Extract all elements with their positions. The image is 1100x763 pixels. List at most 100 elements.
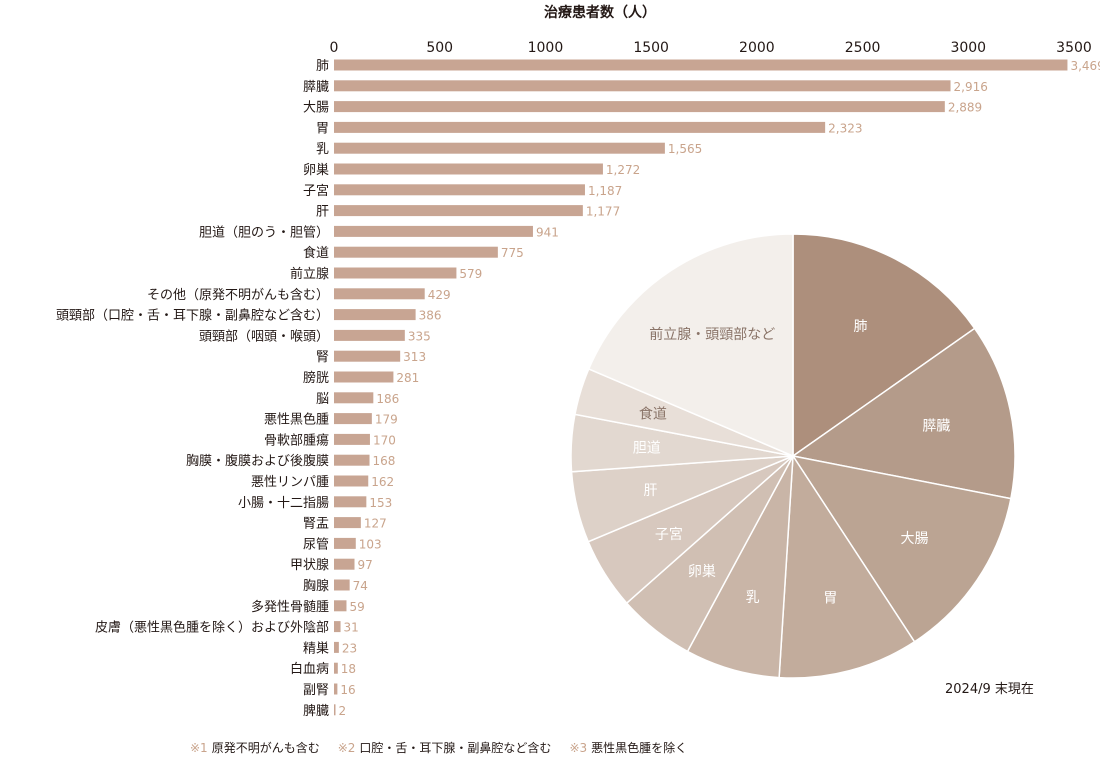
pie-slice-label: 大腸 [901,531,929,547]
footnote-text: 悪性黒色腫を除く [591,740,687,755]
category-label: 膵臓 [303,80,329,95]
pie-slice-label: 子宮 [655,527,683,543]
bar [334,621,341,633]
category-label: 白血病 [290,661,329,677]
value-label: 2,889 [948,101,982,115]
bar [334,704,336,716]
as-of-note: 2024/9 末現在 [945,682,1034,697]
bar [334,184,585,196]
category-label: 胆道（胆のう・胆管） [199,225,329,240]
category-label: 卵巣 [303,163,329,178]
x-tick-label: 1000 [528,40,564,56]
category-label: 胸膜・腹膜および後腹膜 [186,453,329,469]
bar [334,371,394,383]
category-label: 尿管 [303,537,329,552]
x-tick-label: 2000 [739,40,775,56]
category-label: 脾臓 [303,704,329,719]
bar [334,413,372,425]
category-label: 胃 [316,121,329,136]
value-label: 31 [344,621,359,635]
category-label: 頭頸部（咽頭・喉頭） [199,329,329,344]
category-label: 頭頸部（口腔・舌・耳下腺・副鼻腔など含む） [56,308,329,324]
category-label: 前立腺 [290,266,329,282]
category-label: 大腸 [303,101,329,116]
category-label: 腎盂 [303,517,329,532]
category-label: 悪性リンパ腫 [251,474,329,490]
category-label: 皮膚（悪性黒色腫を除く）および外陰部 [95,620,329,636]
bar [334,163,603,175]
value-label: 59 [349,600,364,614]
x-axis-ticks: 0 500 1000 1500 2000 2500 3000 3500 [330,40,1092,56]
x-tick-label: 1500 [633,40,669,56]
category-label: 肺 [316,59,329,74]
value-label: 941 [536,225,559,239]
value-label: 168 [373,454,396,468]
x-tick-label: 3500 [1056,40,1092,56]
bar [334,683,338,695]
value-label: 18 [341,662,356,676]
value-label: 74 [353,579,368,593]
bar [334,475,369,487]
value-label: 153 [369,496,392,510]
x-tick-label: 2500 [845,40,881,56]
value-label: 179 [375,413,398,427]
pie-slice-label: 胃 [823,591,837,607]
footnotes: ※1 原発不明がんも含む ※2 口腔・舌・耳下腺・副鼻腔など含む ※3 悪性黒色腫を除く [190,740,687,755]
bar [334,641,339,653]
value-label: 281 [396,371,419,385]
pie-slice [587,233,794,458]
value-label: 186 [376,392,399,406]
value-label: 97 [358,558,373,572]
bar [334,579,350,591]
pie-slice-label: 肝 [643,483,657,499]
pie-slice-label: 膵臓 [922,419,950,435]
bar [334,350,401,362]
category-label: 副腎 [303,683,329,698]
pie-slice [792,233,976,458]
pie-slice-label: 前立腺・頭頸部など [649,326,775,343]
bar [334,142,665,154]
bar [334,662,338,674]
value-label: 162 [371,475,394,489]
pie-slice [791,327,1016,500]
pie-slice-label: 胆道 [633,440,661,456]
value-label: 3,469 [1070,59,1100,73]
bar [334,101,945,113]
footnote-mark: ※3 [569,741,587,755]
value-label: 579 [459,267,482,281]
bar [334,600,347,612]
value-label: 2,323 [828,121,862,135]
category-label: 悪性黒色腫 [264,412,329,428]
value-label: 103 [359,537,382,551]
value-label: 1,565 [668,142,702,156]
value-label: 2,916 [954,80,988,94]
x-tick-label: 500 [426,40,453,56]
bar [334,454,370,466]
value-label: 23 [342,641,357,655]
category-label: その他（原発不明がんも含む） [147,287,329,303]
footnote-text: 原発不明がんも含む [212,740,320,755]
bar [334,246,498,258]
chart-title: 治療患者数（人） [544,4,656,21]
bar [334,80,951,92]
value-label: 1,272 [606,163,640,177]
x-tick-label: 0 [330,40,339,56]
pie-slice [778,453,916,679]
bar [334,288,425,300]
category-label: 胸腺 [303,579,329,594]
value-label: 775 [501,246,524,260]
bar [334,392,374,404]
bar [334,267,457,279]
category-label: 肝 [316,205,329,220]
footnote-mark: ※2 [338,741,356,755]
pie-slice-label: 食道 [639,405,667,422]
bar-series: 肺 3,469 膵臓 2,916 大腸 2,889 胃 2,323 乳 1,565 卵巣 1,272 子… [56,59,1100,719]
x-tick-label: 3000 [950,40,986,56]
category-label: 骨軟部腫瘍 [264,432,329,448]
category-label: 乳 [316,142,329,157]
bar [334,59,1068,71]
value-label: 335 [408,329,431,343]
value-label: 313 [403,350,426,364]
category-label: 小腸・十二指腸 [238,496,329,511]
